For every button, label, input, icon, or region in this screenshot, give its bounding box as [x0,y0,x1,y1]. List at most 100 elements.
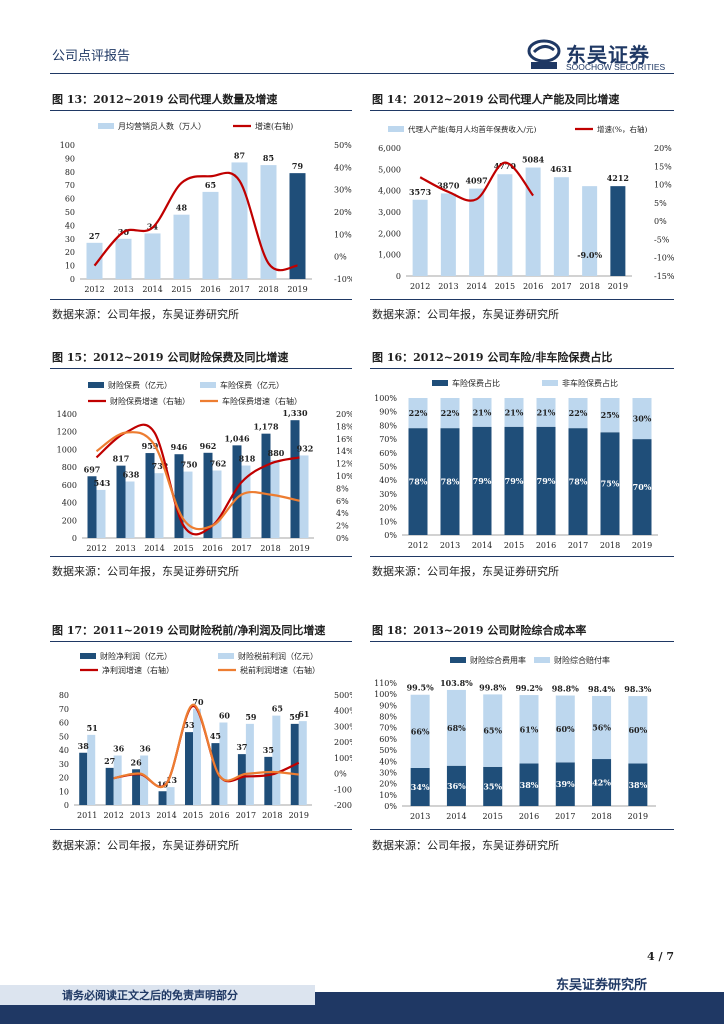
fig13-bar-label: 27 [89,231,100,241]
fig15-label-premium: 1,330 [282,408,307,418]
fig16-x-tick: 2012 [408,541,428,550]
fig17-x-tick: 2012 [103,811,123,820]
figure-16-bottom-rule [370,556,674,557]
fig18-bar-loss [446,689,466,766]
fig14-left-tick: 3,000 [378,208,401,217]
fig17-bar-net [79,752,88,805]
fig17-left-tick: 80 [59,691,69,700]
fig13-x-tick: 2019 [287,285,307,294]
fig17-bar-net [105,767,114,805]
fig18-bar-loss [592,695,612,760]
figure-16-top-rule [370,368,674,369]
fig18-label-loss: 65% [483,726,502,736]
fig18-bar-loss [410,694,430,768]
fig18-left-tick: 70% [379,724,397,733]
figure-17-chart: 财险净利润（亿元） 财险税前利润（亿元） 净利润增速（右轴） 税前利润增速（右轴） 0 1… [59,651,352,820]
brand-name-cn: 东吴证券 [566,43,650,67]
figure-18-bottom-rule [370,829,674,830]
fig17-bar-pretax [245,723,254,805]
fig17-bar-net [264,756,273,805]
fig17-bar-pretax [272,715,281,805]
fig18-x-tick: 2017 [555,812,575,821]
fig17-bar-net [185,732,193,805]
fig17-right-tick: 200% [334,738,352,747]
fig17-label-net: 38 [78,741,90,751]
fig13-bar-label: 85 [263,153,274,163]
fig16-bar-nonauto [632,398,652,440]
fig13-x-tick: 2014 [142,285,162,294]
fig17-label-pretax: 36 [113,744,125,754]
figure-15-source: 数据来源：公司年报，东吴证券研究所 [52,565,239,578]
fig13-left-tick: 60 [65,195,75,204]
fig14-bar [412,199,428,276]
figure-14-title: 图 14：2012~2019 公司代理人产能及同比增速 [372,93,620,106]
fig17-x-tick: 2018 [262,811,282,820]
fig15-bar-auto [299,455,309,538]
fig17-x-tick: 2017 [236,811,256,820]
fig13-left-tick: 0 [70,275,75,284]
fig16-label-nonauto: 21% [505,407,524,417]
fig14-bar [497,174,513,276]
figure-13-bottom-rule [50,299,352,300]
fig16-left-tick: 10% [379,517,397,526]
fig18-left-tick: 20% [379,780,397,789]
fig13-left-tick: 80 [65,168,75,177]
fig17-legend-swatch [218,653,234,659]
fig14-bar [440,193,456,276]
fig17-bar-net [211,743,220,805]
fig13-bar-label: 87 [234,150,245,160]
fig18-x-tick: 2016 [519,812,539,821]
fig18-label-loss: 60% [628,725,647,735]
fig13-legend-swatch [98,123,114,129]
fig16-label-nonauto: 21% [473,407,492,417]
fig15-legend-label: 车险保费增速（右轴） [222,396,302,406]
fig17-right-tick: 500% [334,691,352,700]
fig16-label-auto: 79% [505,476,524,486]
figure-15-title: 图 15：2012~2019 公司财险保费及同比增速 [52,351,289,364]
fig16-bar-nonauto [536,398,556,427]
header-rule [50,73,674,74]
fig14-x-tick: 2017 [551,282,571,291]
fig18-bar-expense [519,763,539,806]
fig15-legend-swatch [200,382,216,388]
page-number: 4 / 7 [647,950,674,963]
fig18-label-total: 99.5% [407,683,434,693]
fig14-growth-label: -9.0% [577,250,602,260]
fig17-right-tick: 100% [334,754,352,763]
figure-13-source: 数据来源：公司年报，东吴证券研究所 [52,308,239,321]
fig17-x-tick: 2011 [77,811,97,820]
fig15-x-tick: 2015 [173,544,193,553]
figure-14-top-rule [370,110,674,111]
fig15-label-premium: 1,178 [253,422,278,432]
fig16-label-nonauto: 22% [441,408,460,418]
figure-15-chart: 财险保费（亿元） 车险保费（亿元） 财险保费增速（右轴） 车险保费增速（右轴） 0 200… [57,380,352,553]
fig17-right-tick: 0% [334,770,347,779]
fig13-bar-label: 65 [205,180,216,190]
fig17-x-tick: 2016 [209,811,229,820]
fig16-left-tick: 30% [379,490,397,499]
fig17-bar-net [158,791,167,805]
figure-14-chart: 代理人产能(每月人均首年保费收入/元) 增速(%，右轴) 0 1,000 2,000 3,… [378,124,674,291]
fig18-label-expense: 36% [447,781,466,791]
fig17-bar-pretax [219,722,228,805]
fig13-right-tick: 10% [334,230,352,239]
brand-logo-icon [527,39,561,69]
fig13-right-tick: 20% [334,208,352,217]
fig17-bar-pretax [140,755,149,805]
fig15-x-tick: 2016 [202,544,222,553]
fig17-label-pretax: 59 [245,712,257,722]
fig15-growth-line-auto [95,430,300,531]
fig13-x-tick: 2017 [229,285,249,294]
fig16-bar-auto [600,432,620,535]
fig14-right-tick: 20% [654,144,672,153]
fig15-left-tick: 1200 [57,428,77,437]
fig16-x-tick: 2015 [504,541,524,550]
fig14-bar-label: 3573 [409,187,432,197]
fig13-growth-line [93,171,298,272]
fig17-x-tick: 2015 [183,811,203,820]
fig17-label-net: 45 [210,731,221,741]
fig18-label-total: 103.8% [440,678,473,688]
fig15-bar-auto [125,481,135,538]
fig15-label-auto: 818 [239,454,256,464]
fig13-right-tick: -10% [334,275,352,284]
